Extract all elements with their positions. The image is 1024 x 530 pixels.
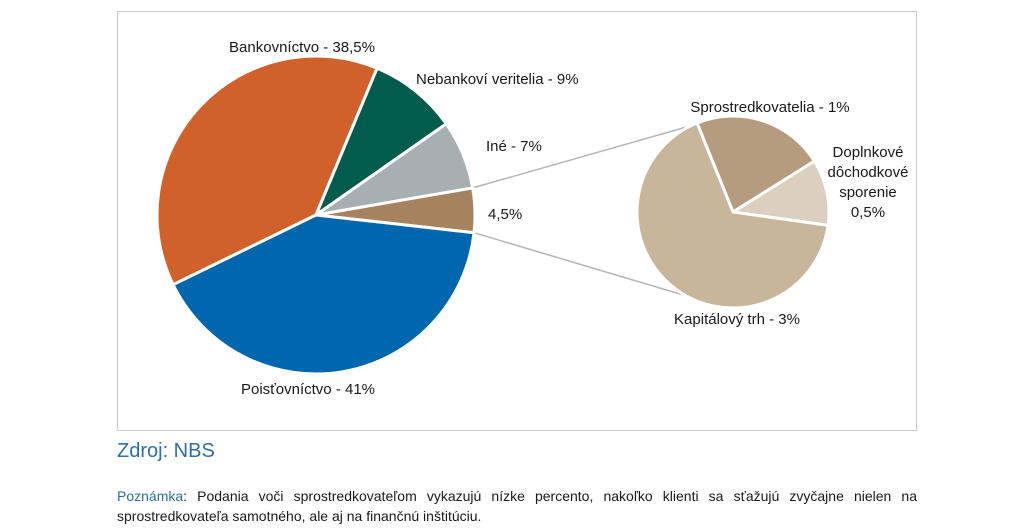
label-doplnkove-dochodkove-sporenie: Doplnkové dôchodkové sporenie 0,5%	[828, 144, 909, 221]
secondary-pie	[635, 114, 831, 310]
main-pie	[155, 54, 477, 376]
note: Poznámka: Podania voči sprostredkovateľo…	[117, 486, 917, 526]
main-slice-nebankovi-veritelia	[314, 66, 448, 217]
main-slice-poistovnictvo	[171, 213, 476, 376]
connector-line-top	[472, 123, 698, 189]
connector-lines	[472, 123, 698, 298]
source-label: Zdroj: NBS	[117, 440, 215, 462]
label-ine: Iné - 7%	[486, 138, 542, 155]
secondary-slice-kapitalovy-trh	[635, 121, 830, 310]
label-unlabeled-slice: 4,5%	[488, 206, 522, 223]
label-bankovnictvo: Bankovníctvo - 38,5%	[229, 39, 375, 56]
label-sprostredkovatelia: Sprostredkovatelia - 1%	[690, 99, 849, 116]
connector-line-bottom	[473, 231, 691, 298]
chart-frame	[117, 11, 917, 431]
note-text: : Podania voči sprostredkovateľom vykazu…	[117, 488, 917, 524]
secondary-slice-sprostredkovatelia	[695, 114, 816, 214]
label-poistovnictvo: Poisťovníctvo - 41%	[241, 381, 375, 398]
label-nebankovi-veritelia: Nebankoví veritelia - 9%	[416, 71, 579, 88]
main-slice-bankovnictvo	[155, 54, 379, 287]
note-label: Poznámka	[117, 488, 184, 504]
slice-labels: Bankovníctvo - 38,5% Nebankoví veritelia …	[229, 39, 908, 398]
label-kapitalovy-trh: Kapitálový trh - 3%	[674, 311, 800, 328]
